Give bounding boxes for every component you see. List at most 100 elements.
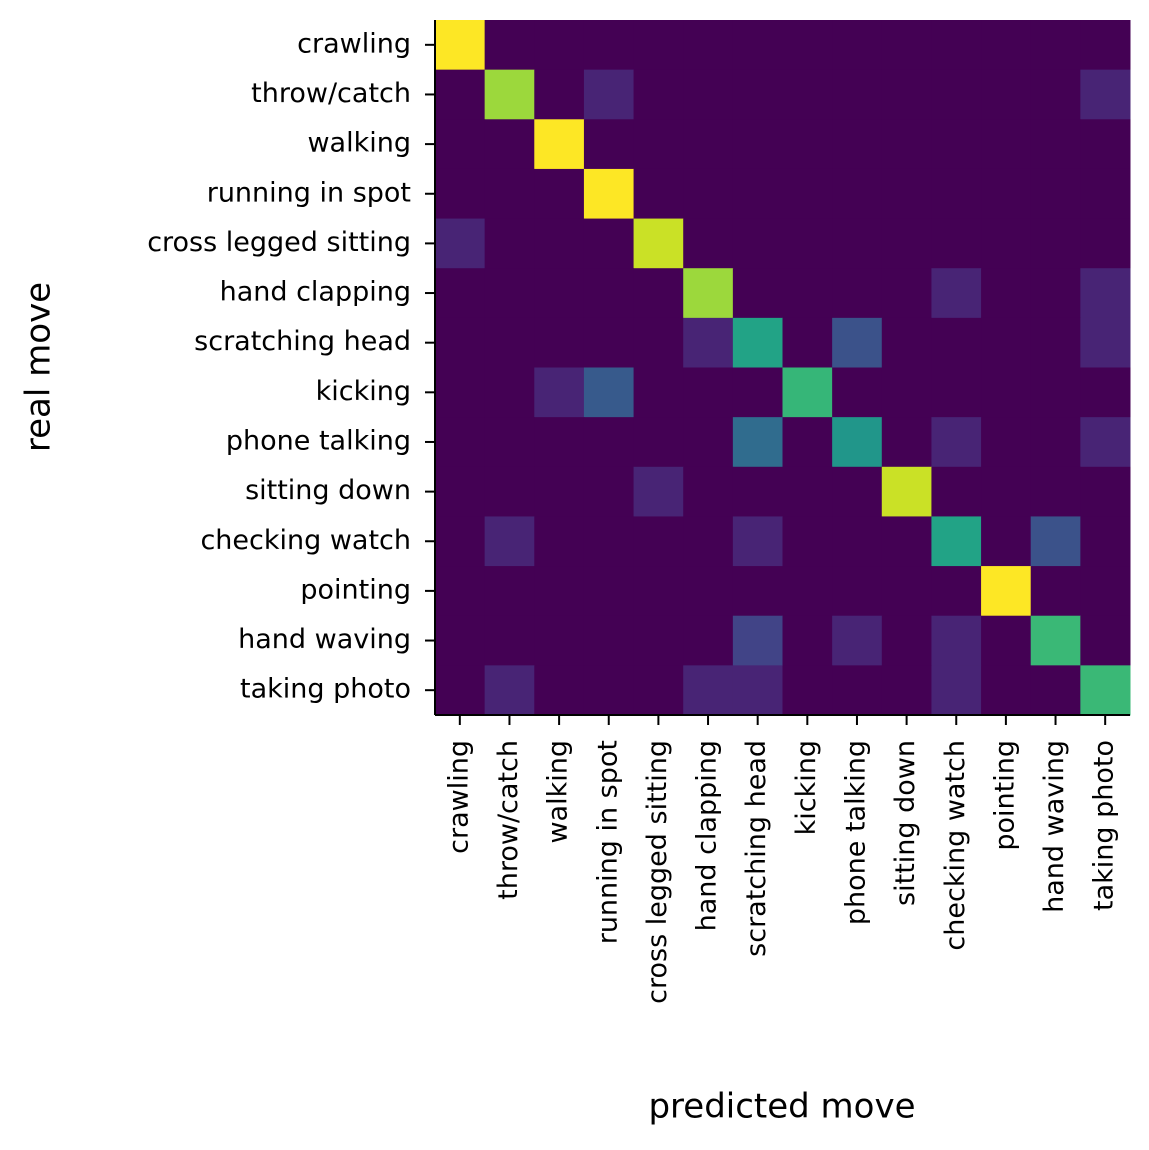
heatmap-cell [1080,69,1131,120]
heatmap-cell [931,268,982,319]
heatmap-cell [732,417,783,468]
heatmap-cell [534,367,585,418]
heatmap-cell [1080,417,1131,468]
heatmap-cell [931,367,982,418]
heatmap-cell [881,168,932,220]
heatmap-cell [981,417,1032,468]
heatmap-cell [981,168,1032,220]
heatmap-cell [832,317,883,368]
heatmap-cell [633,615,684,666]
heatmap-cell [683,218,734,269]
heatmap-cell [583,20,635,71]
heatmap-cell [435,466,486,517]
heatmap-cell [931,417,982,468]
heatmap-cell [931,20,982,71]
heatmap-cell [484,69,535,120]
heatmap-cell [484,566,535,617]
heatmap-cell [435,516,486,567]
heatmap-cell [583,516,635,567]
heatmap-cell [832,516,883,567]
heatmap-cell [583,665,635,716]
heatmap-cell [981,367,1032,418]
heatmap-cell [534,317,585,368]
heatmap-cell [484,119,535,170]
y-tick-label: hand waving [238,624,411,655]
heatmap-cell [782,566,833,617]
heatmap-cell [981,268,1032,319]
heatmap-cell [881,119,932,170]
heatmap-cell [732,218,783,269]
heatmap-cell [435,69,486,120]
heatmap-cell [1030,417,1081,468]
heatmap-cell [1030,119,1081,170]
heatmap-cell [1080,20,1131,71]
heatmap-cell [1080,268,1131,319]
heatmap-cell [1080,367,1131,418]
heatmap-cell [732,20,783,71]
heatmap-cell [782,665,833,716]
heatmap-cell [931,615,982,666]
y-tick-label: throw/catch [251,78,411,109]
heatmap-cell [1030,466,1081,517]
heatmap-cell [931,516,982,567]
heatmap-cell [832,417,883,468]
heatmap-cell [981,665,1032,716]
heatmap-cell [484,20,535,71]
heatmap-cell [981,20,1032,71]
heatmap-cell [931,69,982,120]
heatmap-cell [583,119,635,170]
heatmap-cell [484,516,535,567]
heatmap-cell [881,417,932,468]
x-tick-label: sitting down [890,740,921,906]
x-tick-label: throw/catch [493,740,524,900]
heatmap-cell [1080,615,1131,666]
heatmap-cell [832,367,883,418]
heatmap-cell [931,119,982,170]
x-tick-label: hand waving [1039,740,1070,913]
heatmap-cell [484,317,535,368]
heatmap-cell [881,69,932,120]
heatmap-cell [583,615,635,666]
x-tick-label: kicking [791,740,822,835]
heatmap-cell [583,268,635,319]
heatmap-cell [931,566,982,617]
heatmap-cell [881,218,932,269]
heatmap-cell [782,317,833,368]
heatmap-cell [1030,566,1081,617]
heatmap-cell [435,168,486,220]
heatmap-cell [583,69,635,120]
heatmap-cell [633,69,684,120]
heatmap-cell [832,615,883,666]
heatmap-cell [881,268,932,319]
heatmap-cell [832,466,883,517]
heatmap-cell [881,317,932,368]
heatmap-cell [435,268,486,319]
heatmap-cell [1080,168,1131,220]
y-tick-label: walking [307,128,411,159]
heatmap-cell [881,516,932,567]
heatmap-cell [1030,367,1081,418]
heatmap-cell [534,417,585,468]
heatmap-cell [732,69,783,120]
heatmap-cell [881,615,932,666]
heatmap-cell [1030,665,1081,716]
heatmap-cell [484,417,535,468]
heatmap-cell [782,367,833,418]
heatmap-cell [534,466,585,517]
heatmap-cell [732,615,783,666]
heatmap-cell [633,218,684,269]
heatmap-cell [732,168,783,220]
heatmap-cell [732,367,783,418]
heatmap-cell [534,268,585,319]
heatmap-cell [683,566,734,617]
heatmap-cell [782,268,833,319]
heatmap-cell [981,218,1032,269]
heatmap-cell [1030,69,1081,120]
x-tick-label: phone talking [840,740,871,925]
heatmap-cell [1080,566,1131,617]
heatmap-cell [633,119,684,170]
heatmap-cell [683,516,734,567]
heatmap-cell [981,69,1032,120]
heatmap-cell [435,218,486,269]
